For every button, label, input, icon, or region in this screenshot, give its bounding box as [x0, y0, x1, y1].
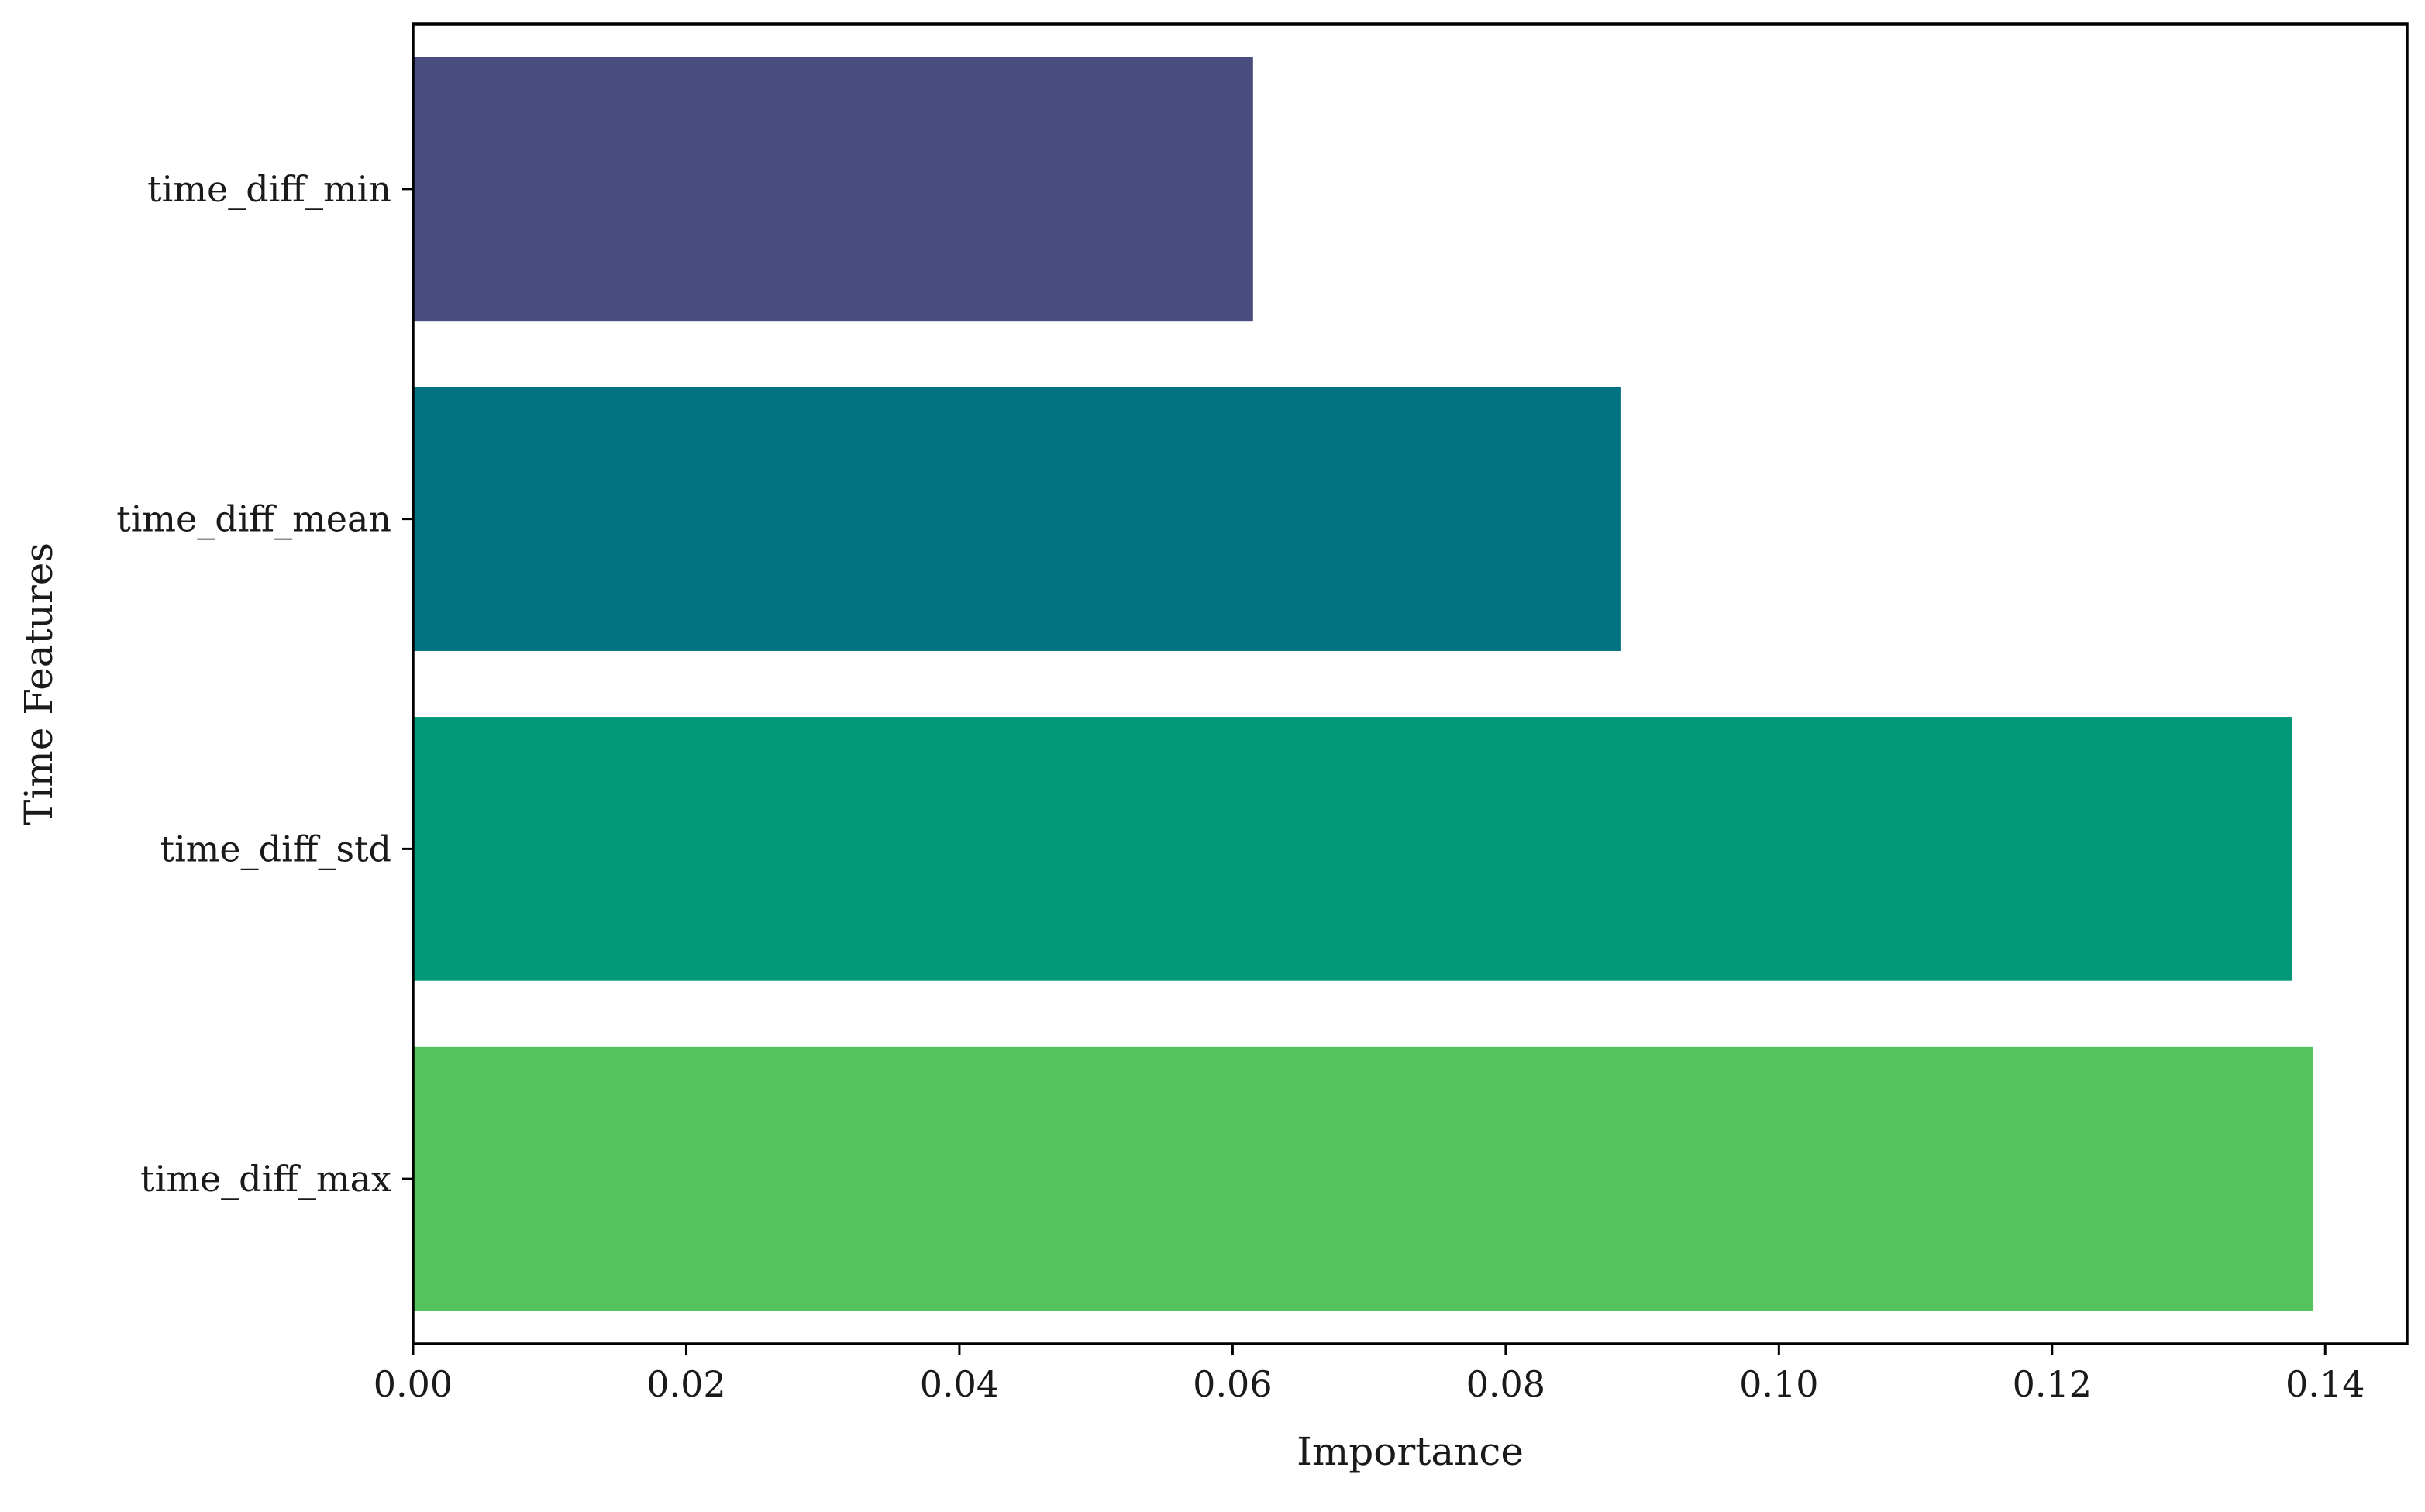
x-tick-label: 0.06: [1193, 1363, 1272, 1405]
x-axis: 0.00 0.02 0.04 0.06 0.08 0.10 0.12 0.14: [374, 1344, 2365, 1405]
bar-time-diff-std: [413, 717, 2292, 981]
y-axis-label: Time Features: [16, 542, 61, 825]
bar-time-diff-mean: [413, 387, 1621, 651]
y-axis: time_diff_min time_diff_mean time_diff_std…: [116, 168, 413, 1200]
bar-time-diff-min: [413, 57, 1253, 322]
bar-time-diff-max: [413, 1046, 2313, 1311]
y-tick-label: time_diff_min: [147, 168, 391, 210]
y-tick-label: time_diff_std: [160, 828, 391, 870]
x-tick-label: 0.08: [1466, 1363, 1545, 1405]
x-tick-label: 0.00: [374, 1363, 453, 1405]
x-tick-label: 0.12: [2013, 1363, 2092, 1405]
y-tick-label: time_diff_max: [140, 1158, 391, 1200]
y-tick-label: time_diff_mean: [116, 498, 391, 540]
x-tick-label: 0.04: [920, 1363, 999, 1405]
x-tick-label: 0.02: [646, 1363, 725, 1405]
x-axis-label: Importance: [1297, 1429, 1524, 1474]
x-tick-label: 0.14: [2285, 1363, 2365, 1405]
plot-frame: [412, 22, 2409, 1345]
x-tick-label: 0.10: [1739, 1363, 1818, 1405]
bars-group: [413, 57, 2313, 1311]
